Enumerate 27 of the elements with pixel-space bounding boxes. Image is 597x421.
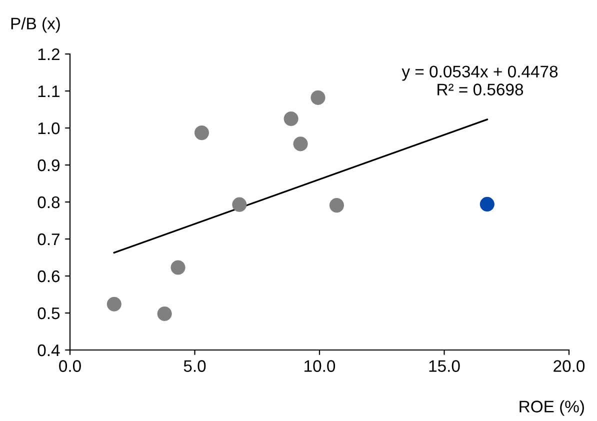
y-tick-label: 0.5 [38, 307, 60, 320]
y-tick-label: 0.8 [38, 196, 60, 208]
y-tick-label: 0.9 [38, 159, 60, 172]
x-tick-label: 0.0 [59, 360, 81, 372]
y-tick-label: 1.2 [38, 48, 60, 60]
y-axis-title: P/B (x) [11, 17, 60, 33]
x-tick-label: 10.0 [304, 360, 336, 372]
point [284, 111, 298, 126]
y-tick-label: 0.6 [38, 270, 60, 282]
point [194, 126, 210, 140]
annotation: y = 0.0534x + 0.4478 R² = 0.5698 [402, 66, 558, 96]
x-axis-title: ROE (%) [520, 400, 584, 416]
point [157, 306, 172, 322]
x-tick-label: 15.0 [429, 360, 460, 372]
x-tick-label: 5.0 [184, 360, 206, 372]
point [293, 136, 308, 152]
point [232, 197, 247, 212]
point [170, 260, 186, 275]
x-tick-label: 20.0 [554, 360, 585, 372]
y-tick-label: 1.0 [38, 122, 60, 134]
y-tick-label: 1.1 [38, 86, 60, 98]
y-tick-label: 0.4 [38, 344, 60, 356]
point [106, 296, 122, 312]
point [329, 198, 344, 213]
point [480, 196, 494, 212]
point [310, 90, 326, 105]
y-tick-label: 0.7 [38, 233, 60, 246]
